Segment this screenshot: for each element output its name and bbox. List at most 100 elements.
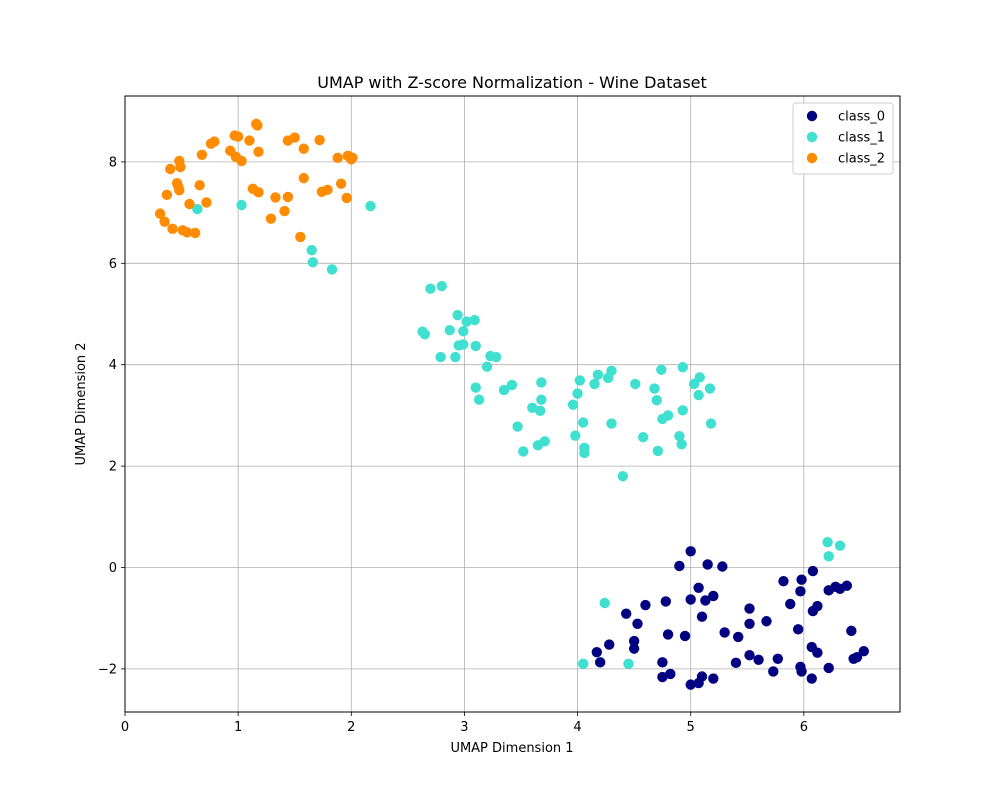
- data-points: [154, 118, 869, 690]
- legend-marker: [806, 131, 818, 143]
- class_1-point: [536, 394, 547, 405]
- class_2-point: [201, 197, 212, 208]
- class_1-point: [444, 325, 455, 336]
- class_2-point: [335, 178, 347, 189]
- class_1-point: [651, 394, 662, 406]
- class_1-point: [469, 314, 480, 326]
- class_0-point: [792, 624, 804, 635]
- class_0-point: [796, 574, 807, 585]
- class_1-point: [677, 405, 688, 416]
- class_1-point: [567, 399, 579, 410]
- class_1-point: [307, 257, 319, 268]
- x-tick-label: 2: [347, 720, 355, 735]
- class_0-point: [848, 653, 859, 664]
- legend-marker: [806, 152, 818, 164]
- class_2-point: [341, 192, 352, 204]
- class_1-point: [536, 377, 547, 388]
- class_1-point: [461, 316, 472, 327]
- class_1-point: [676, 439, 687, 450]
- class_0-point: [674, 560, 685, 572]
- class_1-point: [834, 540, 846, 551]
- class_2-point: [194, 180, 205, 191]
- class_0-point: [591, 646, 602, 658]
- class_0-point: [693, 677, 704, 689]
- class_0-point: [778, 575, 789, 587]
- class_0-point: [823, 662, 834, 674]
- class_0-point: [594, 657, 606, 668]
- class_0-point: [708, 590, 719, 602]
- class_1-point: [498, 384, 510, 396]
- class_2-point: [253, 187, 264, 198]
- class_1-point: [192, 203, 203, 215]
- class_1-point: [578, 658, 589, 670]
- x-tick-label: 3: [460, 720, 468, 735]
- class_2-point: [298, 172, 309, 184]
- x-tick-label: 0: [121, 720, 129, 735]
- legend-label: class_0: [838, 110, 885, 125]
- class_2-point: [295, 231, 306, 243]
- class_1-point: [481, 361, 493, 372]
- x-tick-label: 6: [800, 720, 808, 735]
- class_2-point: [282, 191, 294, 203]
- class_1-point: [637, 432, 649, 443]
- class_0-point: [604, 639, 615, 650]
- class_0-point: [717, 561, 728, 572]
- class_1-point: [452, 309, 463, 321]
- class_1-point: [570, 430, 581, 441]
- class_0-point: [685, 679, 696, 690]
- class_0-point: [665, 668, 676, 680]
- class_0-point: [744, 618, 755, 629]
- class_2-point: [270, 192, 281, 203]
- class_1-point: [436, 280, 447, 292]
- class_0-point: [795, 586, 806, 597]
- legend-box: [792, 102, 894, 175]
- class_1-point: [518, 446, 529, 457]
- class_0-point: [700, 595, 711, 606]
- class_0-point: [657, 657, 668, 668]
- y-tick-label: 8: [109, 155, 117, 170]
- legend-label: class_1: [838, 131, 885, 146]
- class_2-point: [182, 227, 193, 238]
- class_0-point: [772, 653, 784, 664]
- class_0-point: [719, 627, 730, 638]
- y-tick-label: 0: [109, 561, 117, 576]
- class_0-point: [806, 673, 817, 684]
- class_1-point: [599, 597, 610, 609]
- class_1-point: [326, 264, 338, 275]
- class_2-point: [236, 155, 247, 167]
- class_0-point: [696, 611, 708, 622]
- class_0-point: [858, 645, 869, 657]
- legend-label: class_2: [838, 152, 885, 167]
- class_2-point: [244, 135, 255, 146]
- class_2-point: [265, 213, 277, 224]
- class_1-point: [630, 378, 641, 390]
- class_2-point: [253, 146, 264, 157]
- x-axis-label: UMAP Dimension 1: [450, 741, 573, 756]
- class_1-point: [306, 244, 317, 256]
- class_2-point: [196, 149, 208, 161]
- class_2-point: [184, 198, 195, 210]
- x-tick-label: 4: [573, 720, 581, 735]
- class_0-point: [796, 666, 807, 677]
- class_1-point: [236, 199, 247, 211]
- class_0-point: [744, 603, 755, 614]
- class_2-point: [279, 205, 290, 217]
- class_2-point: [347, 152, 358, 164]
- class_2-point: [205, 138, 217, 149]
- class_2-point: [298, 143, 309, 154]
- class_2-point: [189, 227, 201, 239]
- class_0-point: [823, 585, 834, 596]
- class_1-point: [823, 551, 834, 562]
- y-axis-label: UMAP Dimension 2: [74, 342, 89, 465]
- x-tick-label: 5: [687, 720, 695, 735]
- class_0-point: [761, 616, 772, 627]
- axis-ticks: 0 1 2 3 4 5 6 −2 0 2 4 6 8: [98, 155, 808, 735]
- plot-frame: [124, 95, 901, 713]
- class_0-point: [834, 583, 846, 594]
- class_1-point: [589, 378, 600, 390]
- class_1-point: [656, 364, 667, 375]
- class_2-point: [167, 223, 178, 235]
- class_1-point: [458, 339, 469, 350]
- y-tick-label: 4: [109, 358, 117, 373]
- class_0-point: [679, 630, 691, 642]
